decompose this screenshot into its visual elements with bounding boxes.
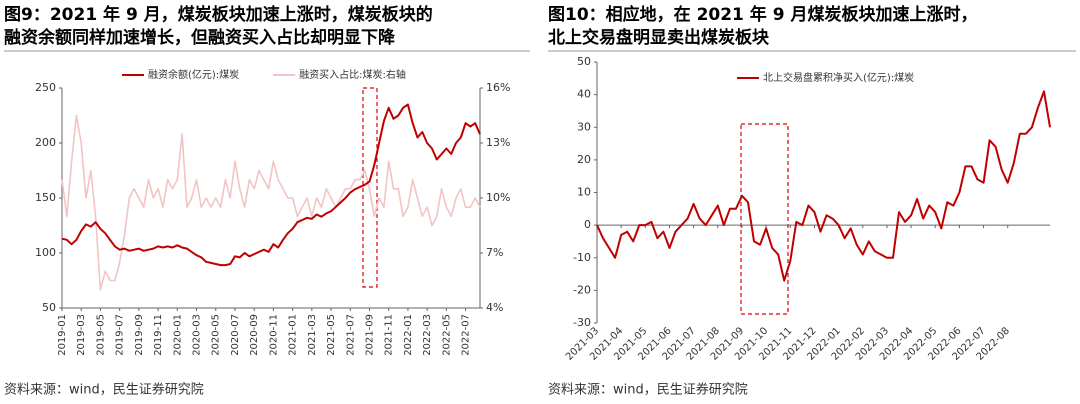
y-tick-label: 20 xyxy=(577,153,591,166)
series-line xyxy=(61,114,481,291)
chart-title: 图9：2021 年 9 月，煤炭板块加速上涨时，煤炭板块的 xyxy=(4,4,433,25)
x-tick-label: 2019-11 xyxy=(153,314,164,356)
x-tick-label: 2022-01 xyxy=(403,314,414,356)
y-tick-label: -30 xyxy=(573,316,591,329)
y-tick-label: 150 xyxy=(35,191,56,204)
y2-tick-label: 10% xyxy=(486,191,510,204)
y-tick-label: 250 xyxy=(35,81,56,94)
y2-tick-label: 16% xyxy=(486,81,510,94)
x-tick-label: 2020-03 xyxy=(192,314,203,356)
x-tick-label: 2021-09 xyxy=(364,314,375,356)
y-tick-label: -10 xyxy=(573,251,591,264)
legend-label: 融资余额(亿元):煤炭 xyxy=(148,68,239,81)
x-tick-label: 2021-01 xyxy=(288,314,299,356)
x-tick-label: 2022-03 xyxy=(422,314,433,356)
x-tick-label: 2020-07 xyxy=(230,314,241,356)
source: 资料来源：wind，民生证券研究院 xyxy=(4,382,204,398)
chart-title: 融资余额同样加速增长，但融资买入占比却明显下降 xyxy=(4,27,396,48)
y2-tick-label: 7% xyxy=(486,246,503,259)
y-tick-label: 40 xyxy=(577,88,591,101)
x-tick-label: 2019-05 xyxy=(95,314,106,356)
x-tick-label: 2020-05 xyxy=(211,314,222,356)
series-line xyxy=(61,103,481,267)
x-tick-label: 2021-11 xyxy=(384,314,395,356)
x-tick-label: 2021-07 xyxy=(345,314,356,356)
highlight-box xyxy=(362,87,378,288)
x-tick-label: 2020-09 xyxy=(249,314,260,356)
x-tick-label: 2019-03 xyxy=(76,314,87,356)
y-tick-label: -20 xyxy=(573,283,591,296)
x-tick-label: 2019-01 xyxy=(57,314,68,356)
series-line xyxy=(596,90,1051,282)
x-tick-label: 2022-07 xyxy=(461,314,472,356)
y-tick-label: 50 xyxy=(42,301,56,314)
legend-label: 融资买入占比:煤炭:右轴 xyxy=(299,68,406,81)
y2-tick-label: 4% xyxy=(486,301,503,314)
x-tick-label: 2022-05 xyxy=(441,314,452,356)
highlight-box xyxy=(740,123,789,315)
chart-title: 图10：相应地，在 2021 年 9 月煤炭板块加速上涨时， xyxy=(548,4,977,25)
y-tick-label: 100 xyxy=(35,246,56,259)
y-tick-label: 0 xyxy=(584,218,591,231)
x-tick-label: 2019-07 xyxy=(115,314,126,356)
y-tick-label: 200 xyxy=(35,136,56,149)
x-tick-label: 2021-05 xyxy=(326,314,337,356)
x-tick-label: 2021-03 xyxy=(307,314,318,356)
y-tick-label: 30 xyxy=(577,120,591,133)
y2-tick-label: 13% xyxy=(486,136,510,149)
x-tick-label: 2020-01 xyxy=(172,314,183,356)
y-tick-label: 50 xyxy=(577,55,591,68)
x-tick-label: 2019-09 xyxy=(134,314,145,356)
source: 资料来源：wind，民生证券研究院 xyxy=(548,382,748,398)
chart-title: 北上交易盘明显卖出煤炭板块 xyxy=(548,27,770,48)
y-tick-label: 10 xyxy=(577,186,591,199)
x-tick-label: 2020-11 xyxy=(268,314,279,356)
legend-label: 北上交易盘累积净买入(亿元):煤炭 xyxy=(763,71,914,84)
